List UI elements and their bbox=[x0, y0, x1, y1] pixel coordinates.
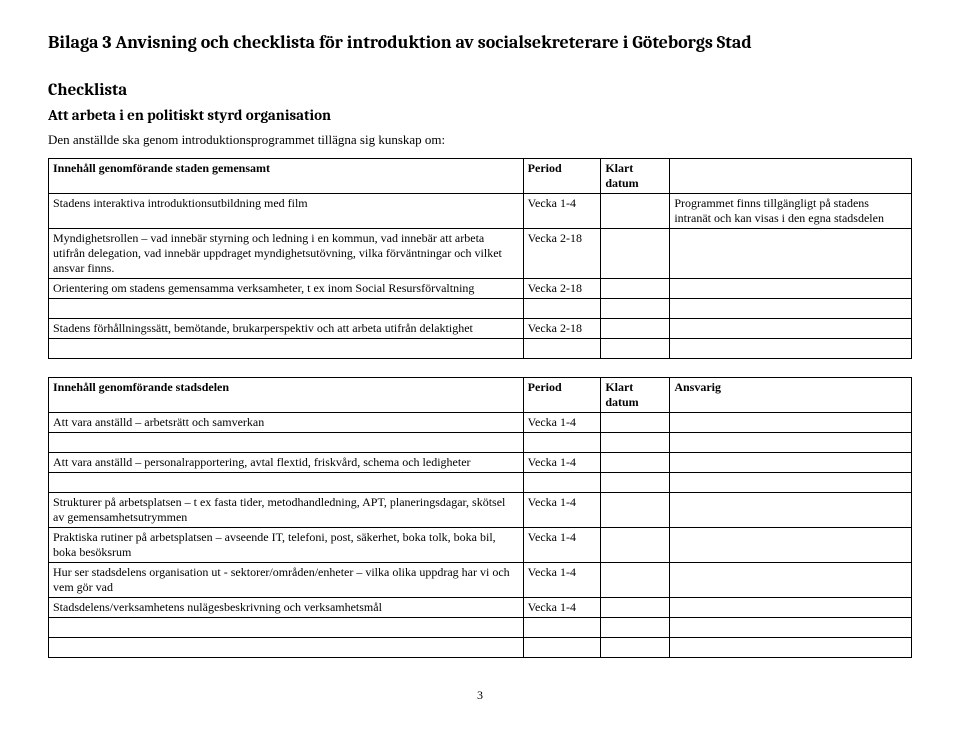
table-stadsdelen: Innehåll genomförande stadsdelen Period … bbox=[48, 377, 912, 658]
cell bbox=[601, 433, 670, 453]
table-row: Hur ser stadsdelens organisation ut - se… bbox=[49, 563, 912, 598]
cell bbox=[601, 598, 670, 618]
cell: Vecka 2-18 bbox=[523, 229, 601, 279]
cell bbox=[49, 638, 524, 658]
table-row: Stadens interaktiva introduktionsutbildn… bbox=[49, 194, 912, 229]
cell: Orientering om stadens gemensamma verksa… bbox=[49, 279, 524, 299]
table-row bbox=[49, 339, 912, 359]
cell bbox=[670, 493, 912, 528]
cell bbox=[523, 638, 601, 658]
col-header: Klart datum bbox=[601, 378, 670, 413]
cell bbox=[601, 299, 670, 319]
cell bbox=[670, 618, 912, 638]
cell: Vecka 1-4 bbox=[523, 563, 601, 598]
section-heading: Checklista bbox=[48, 81, 912, 100]
cell bbox=[601, 638, 670, 658]
col-header: Innehåll genomförande stadsdelen bbox=[49, 378, 524, 413]
cell bbox=[670, 638, 912, 658]
col-header: Innehåll genomförande staden gemensamt bbox=[49, 159, 524, 194]
cell bbox=[670, 528, 912, 563]
page-title: Bilaga 3 Anvisning och checklista för in… bbox=[48, 32, 912, 53]
col-header: Ansvarig bbox=[670, 378, 912, 413]
table-staden-gemensamt: Innehåll genomförande staden gemensamt P… bbox=[48, 158, 912, 359]
cell bbox=[670, 598, 912, 618]
cell bbox=[601, 413, 670, 433]
table-row: Praktiska rutiner på arbetsplatsen – avs… bbox=[49, 528, 912, 563]
table-row: Strukturer på arbetsplatsen – t ex fasta… bbox=[49, 493, 912, 528]
cell: Vecka 1-4 bbox=[523, 413, 601, 433]
cell: Vecka 2-18 bbox=[523, 279, 601, 299]
cell bbox=[670, 473, 912, 493]
cell: Hur ser stadsdelens organisation ut - se… bbox=[49, 563, 524, 598]
page-number: 3 bbox=[48, 688, 912, 703]
cell bbox=[601, 279, 670, 299]
cell: Vecka 1-4 bbox=[523, 453, 601, 473]
cell: Vecka 2-18 bbox=[523, 319, 601, 339]
col-header: Period bbox=[523, 159, 601, 194]
table-row bbox=[49, 618, 912, 638]
cell bbox=[670, 319, 912, 339]
table-row: Stadens förhållningssätt, bemötande, bru… bbox=[49, 319, 912, 339]
table-header-row: Innehåll genomförande staden gemensamt P… bbox=[49, 159, 912, 194]
cell bbox=[523, 473, 601, 493]
table-row: Orientering om stadens gemensamma verksa… bbox=[49, 279, 912, 299]
col-header: Period bbox=[523, 378, 601, 413]
cell bbox=[670, 453, 912, 473]
cell bbox=[601, 473, 670, 493]
cell bbox=[49, 433, 524, 453]
cell bbox=[601, 453, 670, 473]
cell bbox=[601, 563, 670, 598]
col-header bbox=[670, 159, 912, 194]
cell bbox=[601, 319, 670, 339]
cell bbox=[601, 339, 670, 359]
cell bbox=[49, 473, 524, 493]
table-row bbox=[49, 473, 912, 493]
cell: Stadens förhållningssätt, bemötande, bru… bbox=[49, 319, 524, 339]
cell bbox=[670, 433, 912, 453]
table-row: Att vara anställd – arbetsrätt och samve… bbox=[49, 413, 912, 433]
cell bbox=[670, 299, 912, 319]
cell: Strukturer på arbetsplatsen – t ex fasta… bbox=[49, 493, 524, 528]
cell bbox=[49, 299, 524, 319]
table-row bbox=[49, 638, 912, 658]
cell bbox=[49, 339, 524, 359]
cell: Myndighetsrollen – vad innebär styrning … bbox=[49, 229, 524, 279]
table-row bbox=[49, 433, 912, 453]
cell bbox=[49, 618, 524, 638]
cell bbox=[670, 279, 912, 299]
table-row bbox=[49, 299, 912, 319]
table-header-row: Innehåll genomförande stadsdelen Period … bbox=[49, 378, 912, 413]
col-header: Klart datum bbox=[601, 159, 670, 194]
cell: Att vara anställd – personalrapportering… bbox=[49, 453, 524, 473]
cell: Programmet finns tillgängligt på stadens… bbox=[670, 194, 912, 229]
intro-text: Den anställde ska genom introduktionspro… bbox=[48, 132, 912, 148]
cell bbox=[523, 299, 601, 319]
cell: Vecka 1-4 bbox=[523, 598, 601, 618]
cell bbox=[601, 618, 670, 638]
cell: Vecka 1-4 bbox=[523, 194, 601, 229]
cell bbox=[523, 339, 601, 359]
cell: Stadens interaktiva introduktionsutbildn… bbox=[49, 194, 524, 229]
cell: Vecka 1-4 bbox=[523, 528, 601, 563]
cell bbox=[601, 493, 670, 528]
cell bbox=[670, 563, 912, 598]
table-row: Att vara anställd – personalrapportering… bbox=[49, 453, 912, 473]
cell: Vecka 1-4 bbox=[523, 493, 601, 528]
sub-heading: Att arbeta i en politiskt styrd organisa… bbox=[48, 106, 912, 124]
cell bbox=[601, 229, 670, 279]
cell bbox=[601, 528, 670, 563]
cell bbox=[670, 229, 912, 279]
table-row: Stadsdelens/verksamhetens nulägesbeskriv… bbox=[49, 598, 912, 618]
cell bbox=[523, 433, 601, 453]
cell: Att vara anställd – arbetsrätt och samve… bbox=[49, 413, 524, 433]
cell bbox=[670, 339, 912, 359]
table-row: Myndighetsrollen – vad innebär styrning … bbox=[49, 229, 912, 279]
cell bbox=[670, 413, 912, 433]
cell: Stadsdelens/verksamhetens nulägesbeskriv… bbox=[49, 598, 524, 618]
cell: Praktiska rutiner på arbetsplatsen – avs… bbox=[49, 528, 524, 563]
cell bbox=[601, 194, 670, 229]
cell bbox=[523, 618, 601, 638]
